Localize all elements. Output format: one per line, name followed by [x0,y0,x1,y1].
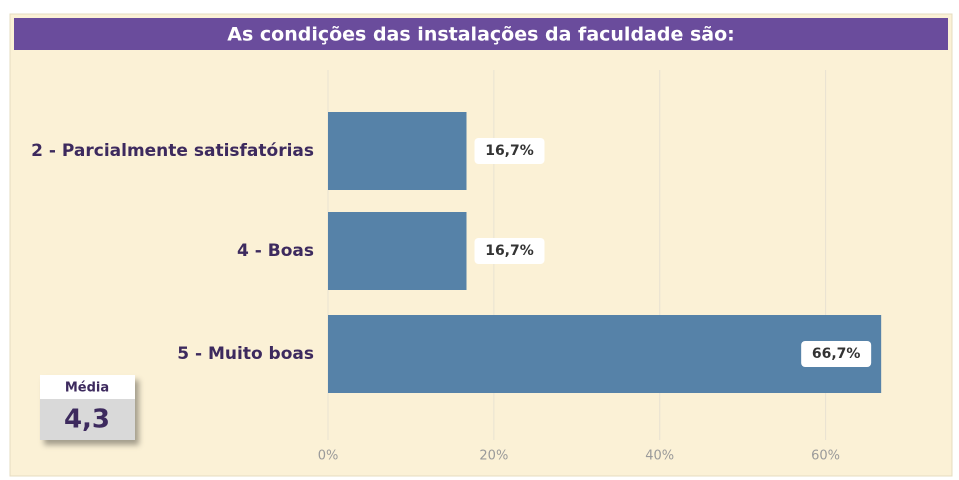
data-label-bg [801,341,872,367]
kpi-body [40,399,135,440]
bar [328,212,467,290]
y-tick-label: 4 - Boas [237,241,314,261]
data-label-bg [474,238,545,264]
data-label: 66,7% [812,346,861,362]
y-tick-label: 2 - Parcialmente satisfatórias [31,141,314,161]
x-tick-label: 0% [318,449,339,464]
kpi-label: Média [65,381,109,396]
x-tick-label: 20% [479,449,508,464]
y-tick-label: 5 - Muito boas [177,344,314,364]
data-label: 16,7% [485,243,534,259]
bar [328,112,467,190]
kpi-value: 4,3 [64,405,110,435]
chart-title: As condições das instalações da faculdad… [227,24,735,46]
x-tick-label: 60% [811,449,840,464]
kpi-header [40,375,135,399]
data-label-bg [474,138,545,164]
title-bar [14,18,948,50]
x-tick-label: 40% [645,449,674,464]
kpi-card [40,375,135,440]
data-label: 16,7% [485,143,534,159]
plot: 0% 20% 40% 60% 2 - Parcialmente satisfatória… [31,70,882,464]
bar [328,315,882,393]
